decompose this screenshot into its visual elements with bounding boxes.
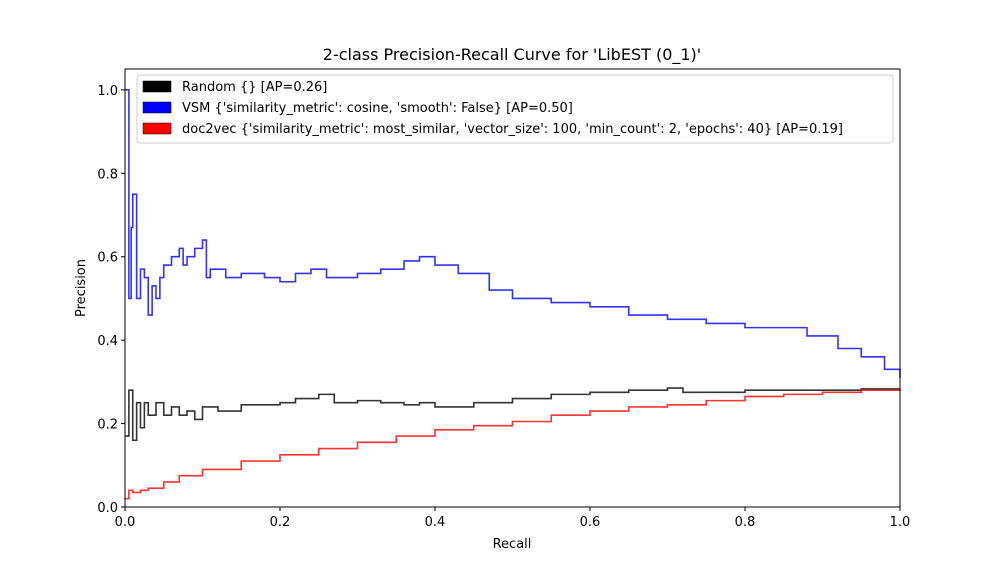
- legend: Random {} [AP=0.26] VSM {'similarity_metr…: [136, 74, 894, 144]
- legend-swatch-1: [142, 101, 172, 114]
- x-tick-label: 0.2: [270, 515, 291, 530]
- x-axis-label: Recall: [493, 537, 532, 552]
- x-tick-label: 0.6: [580, 515, 601, 530]
- series-layer: [125, 89, 901, 500]
- x-tick-label: 0.0: [115, 515, 136, 530]
- series-line-2: [125, 388, 901, 500]
- y-tick-label: 0.6: [97, 251, 118, 266]
- legend-entry-0: Random {} [AP=0.26]: [182, 80, 327, 95]
- x-tick-label: 0.8: [735, 515, 756, 530]
- x-tick-label: 1.0: [890, 515, 911, 530]
- legend-entry-2: doc2vec {'similarity_metric': most_simil…: [182, 122, 843, 137]
- legend-entry-1: VSM {'similarity_metric': cosine, 'smoot…: [182, 101, 573, 116]
- plot-frame: [124, 68, 901, 508]
- legend-box: [136, 74, 894, 144]
- y-axis-ticks: 0.0 0.2 0.4 0.6 0.8 1.0: [97, 84, 125, 516]
- y-tick-label: 0.8: [97, 167, 118, 182]
- series-line-1: [125, 89, 901, 378]
- legend-swatch-0: [142, 80, 172, 93]
- series-line-0: [125, 387, 900, 442]
- chart-title: 2-class Precision-Recall Curve for 'LibE…: [323, 45, 701, 65]
- legend-swatch-2: [142, 122, 172, 135]
- y-tick-label: 1.0: [97, 84, 118, 99]
- x-tick-label: 0.4: [425, 515, 446, 530]
- x-axis-ticks: 0.0 0.2 0.4 0.6 0.8 1.0: [115, 507, 911, 530]
- y-axis-label: Precision: [74, 259, 89, 317]
- y-tick-label: 0.4: [97, 334, 118, 349]
- y-tick-label: 0.0: [97, 501, 118, 516]
- y-tick-label: 0.2: [97, 418, 118, 433]
